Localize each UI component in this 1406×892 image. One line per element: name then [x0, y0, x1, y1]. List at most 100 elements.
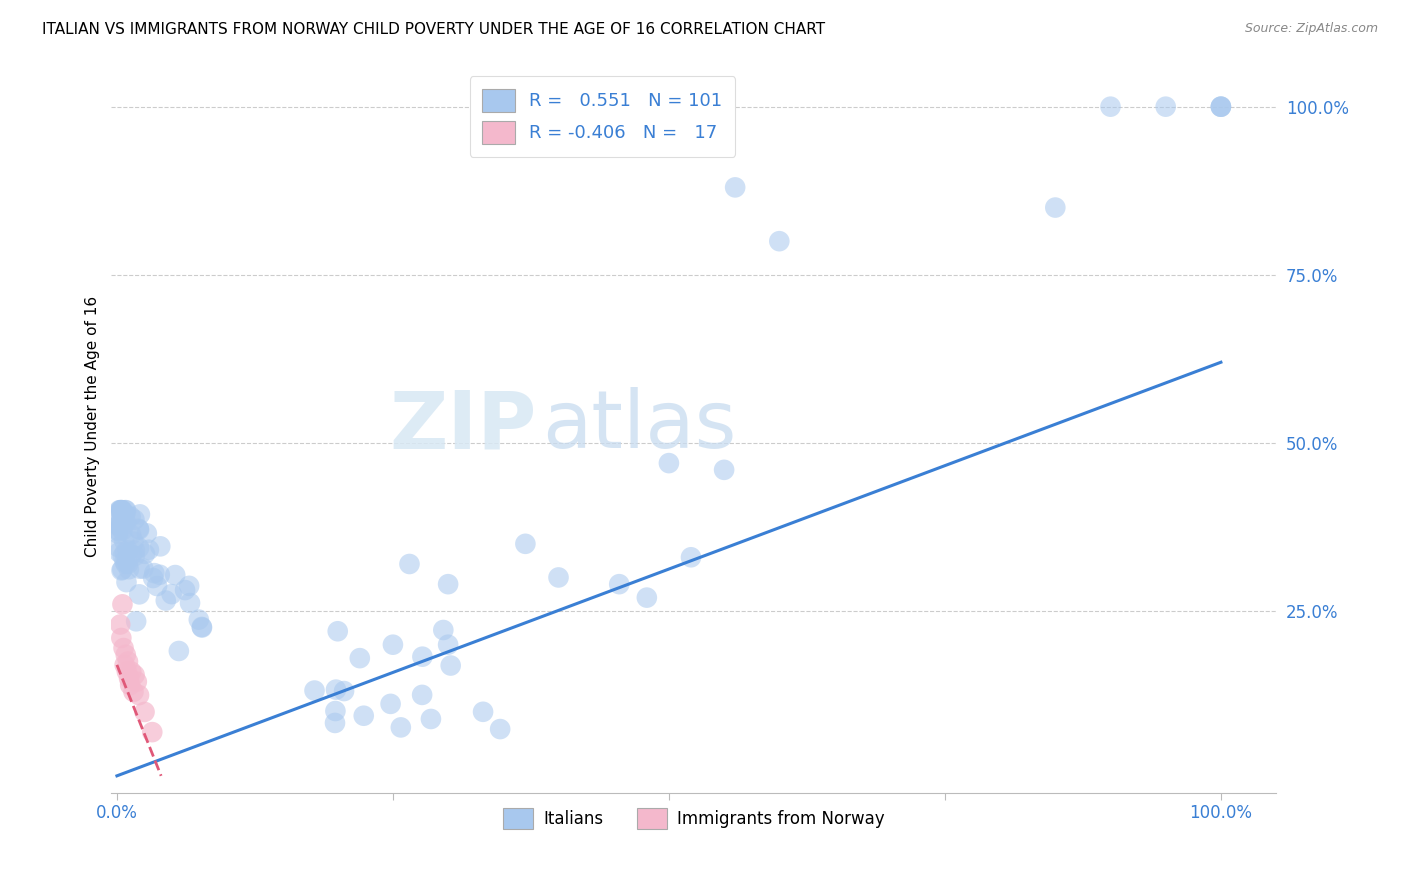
Text: ZIP: ZIP — [389, 387, 537, 465]
Legend: Italians, Immigrants from Norway: Italians, Immigrants from Norway — [496, 801, 891, 836]
Point — [114, 507, 136, 521]
Point — [547, 570, 569, 584]
Point — [112, 533, 135, 548]
Point — [124, 668, 146, 682]
Point — [1209, 100, 1232, 114]
Point — [107, 541, 129, 555]
Point — [304, 683, 326, 698]
Point — [122, 534, 145, 549]
Point — [165, 568, 187, 582]
Point — [125, 674, 148, 689]
Point — [134, 705, 156, 719]
Point — [326, 624, 349, 639]
Point — [191, 621, 214, 635]
Point — [1154, 100, 1177, 114]
Point — [120, 528, 142, 542]
Point — [117, 543, 139, 558]
Point — [128, 541, 150, 555]
Point — [118, 562, 141, 576]
Text: atlas: atlas — [543, 387, 737, 465]
Point — [679, 550, 702, 565]
Point — [115, 665, 138, 679]
Point — [134, 547, 156, 561]
Point — [128, 522, 150, 536]
Point — [114, 648, 136, 662]
Point — [437, 577, 460, 591]
Point — [440, 658, 463, 673]
Point — [768, 234, 790, 248]
Point — [1045, 201, 1067, 215]
Point — [114, 546, 136, 560]
Point — [118, 671, 141, 685]
Y-axis label: Child Poverty Under the Age of 16: Child Poverty Under the Age of 16 — [86, 295, 100, 557]
Point — [110, 617, 132, 632]
Point — [125, 615, 148, 629]
Text: Source: ZipAtlas.com: Source: ZipAtlas.com — [1244, 22, 1378, 36]
Point — [411, 649, 433, 664]
Point — [111, 524, 134, 538]
Point — [713, 463, 735, 477]
Point — [124, 543, 146, 558]
Point — [179, 579, 201, 593]
Point — [1099, 100, 1122, 114]
Point — [111, 503, 134, 517]
Point — [160, 587, 183, 601]
Point — [108, 545, 131, 559]
Point — [115, 503, 138, 517]
Point — [437, 638, 460, 652]
Point — [323, 715, 346, 730]
Point — [658, 456, 681, 470]
Point — [149, 567, 172, 582]
Point — [179, 596, 201, 610]
Point — [174, 583, 197, 598]
Point — [411, 688, 433, 702]
Point — [128, 688, 150, 702]
Point — [117, 655, 139, 669]
Point — [111, 503, 134, 517]
Point — [110, 563, 132, 577]
Point — [111, 563, 134, 577]
Point — [111, 516, 134, 530]
Point — [138, 542, 160, 557]
Point — [155, 593, 177, 607]
Point — [432, 623, 454, 637]
Point — [107, 526, 129, 541]
Point — [129, 508, 152, 522]
Point — [143, 566, 166, 581]
Point — [115, 575, 138, 590]
Point — [353, 708, 375, 723]
Point — [114, 557, 136, 571]
Point — [111, 515, 134, 529]
Point — [135, 526, 157, 541]
Point — [117, 557, 139, 571]
Point — [381, 638, 404, 652]
Point — [515, 537, 537, 551]
Point — [114, 554, 136, 568]
Point — [110, 513, 132, 527]
Point — [110, 631, 132, 645]
Point — [149, 539, 172, 553]
Point — [128, 561, 150, 575]
Point — [333, 684, 356, 698]
Point — [325, 704, 347, 718]
Point — [108, 503, 131, 517]
Point — [1209, 100, 1232, 114]
Point — [120, 665, 142, 679]
Point — [114, 503, 136, 517]
Point — [108, 503, 131, 517]
Point — [489, 722, 512, 736]
Point — [112, 641, 135, 656]
Point — [114, 516, 136, 530]
Point — [107, 518, 129, 533]
Point — [111, 598, 134, 612]
Point — [122, 685, 145, 699]
Point — [132, 561, 155, 575]
Point — [110, 503, 132, 517]
Point — [724, 180, 747, 194]
Point — [128, 587, 150, 601]
Point — [636, 591, 658, 605]
Point — [110, 503, 132, 517]
Point — [1209, 100, 1232, 114]
Point — [107, 524, 129, 539]
Point — [398, 557, 420, 571]
